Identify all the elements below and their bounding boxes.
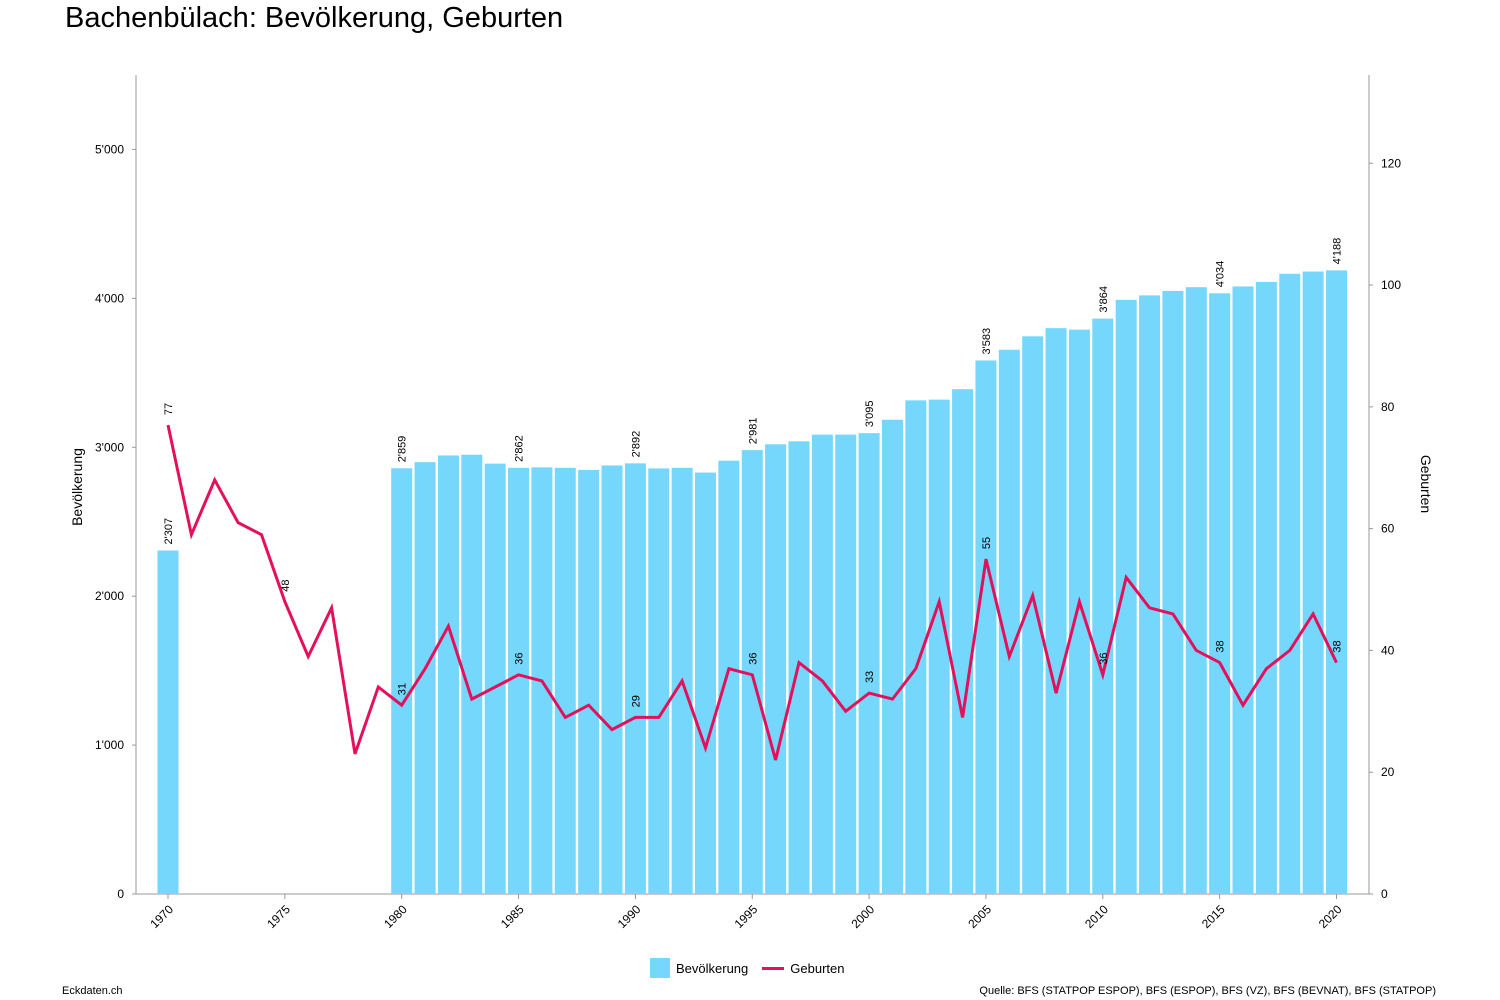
bar-population: [1326, 270, 1347, 894]
line-data-label: 48: [280, 579, 292, 591]
bar-data-label: 4'188: [1332, 238, 1344, 265]
bar-population: [835, 434, 857, 894]
y-right-tick-label: 100: [1381, 278, 1401, 292]
x-tick-label: 1980: [381, 902, 410, 931]
bar-population: [858, 433, 880, 894]
bar-population: [1139, 295, 1161, 894]
bar-data-label: 2'981: [747, 418, 759, 445]
line-data-label: 36: [747, 653, 759, 665]
legend: Bevölkerung Geburten: [650, 958, 844, 978]
bar-data-label: 2'307: [163, 518, 175, 545]
x-tick-label: 2005: [965, 902, 994, 931]
bar-population: [484, 463, 506, 894]
bar-population: [718, 460, 740, 894]
bar-population: [624, 463, 646, 894]
line-data-label: 29: [630, 695, 642, 707]
x-tick-label: 1990: [615, 902, 644, 931]
bar-population: [1022, 336, 1044, 894]
line-data-label: 36: [1098, 653, 1110, 665]
y-left-tick-label: 5'000: [95, 142, 124, 156]
x-tick-label: 1970: [147, 902, 176, 931]
y-right-tick-label: 20: [1381, 765, 1395, 779]
y-right-tick-label: 120: [1381, 156, 1401, 170]
bar-population: [998, 349, 1020, 894]
bar-data-label: 2'862: [514, 435, 526, 462]
chart-title: Bachenbülach: Bevölkerung, Geburten: [65, 2, 564, 34]
y-left-tick-label: 0: [117, 887, 124, 901]
bar-population: [601, 465, 623, 894]
bar-population: [437, 455, 459, 894]
bar-population: [1302, 271, 1324, 894]
bar-population: [1092, 318, 1114, 895]
y-right-tick-label: 60: [1381, 522, 1395, 536]
y-left-tick-label: 4'000: [95, 291, 124, 305]
bar-population: [391, 468, 413, 894]
bar-population: [1115, 299, 1137, 894]
x-tick-label: 2020: [1316, 902, 1345, 931]
bar-population: [881, 419, 903, 894]
line-births: [166, 424, 1338, 761]
bar-population: [554, 467, 576, 894]
y-right-tick-label: 40: [1381, 643, 1395, 657]
line-data-label: 31: [397, 683, 409, 695]
bar-population: [414, 462, 436, 894]
x-tick-label: 1985: [498, 902, 527, 931]
bar-population: [1255, 281, 1277, 894]
bar-population: [508, 467, 530, 894]
bar-population: [1162, 290, 1184, 894]
y-right-tick-label: 80: [1381, 400, 1395, 414]
y-left-tick-label: 1'000: [95, 738, 124, 752]
legend-swatch-population: [650, 958, 670, 978]
x-tick-label: 2000: [848, 902, 877, 931]
bar-population: [928, 399, 950, 894]
bar-population: [905, 400, 927, 894]
bar-population: [1279, 273, 1301, 894]
bar-population: [461, 454, 483, 894]
bar-population: [157, 550, 179, 894]
footer-site: Eckdaten.ch: [62, 985, 123, 997]
bar-population: [1232, 286, 1254, 894]
bar-population: [648, 468, 670, 894]
bar-population: [695, 472, 717, 894]
x-tick-label: 2015: [1199, 902, 1228, 931]
line-data-label: 36: [514, 653, 526, 665]
y-right-tick-label: 0: [1381, 887, 1388, 901]
bar-data-label: 3'864: [1098, 286, 1110, 313]
bar-population: [1185, 287, 1207, 895]
bar-data-label: 2'859: [397, 436, 409, 463]
bar-data-label: 4'034: [1215, 261, 1227, 288]
line-data-label: 33: [864, 671, 876, 683]
bar-data-label: 2'892: [630, 431, 642, 458]
bar-population: [1209, 293, 1231, 894]
y-left-axis-title: Bevölkerung: [69, 448, 85, 526]
y-left-tick-label: 3'000: [95, 440, 124, 454]
line-data-label: 55: [981, 537, 993, 549]
bar-population: [811, 434, 833, 894]
legend-label-births: Geburten: [790, 960, 845, 976]
bar-data-label: 3'095: [864, 401, 876, 428]
x-tick-label: 2010: [1082, 902, 1111, 931]
bar-population: [765, 444, 787, 894]
bar-population: [578, 469, 600, 894]
bar-population: [1068, 329, 1090, 895]
bar-data-label: 3'583: [981, 328, 993, 355]
bar-population: [741, 450, 763, 894]
bar-population: [1045, 328, 1067, 894]
line-data-label: 38: [1215, 640, 1227, 652]
line-data-label: 77: [163, 403, 175, 415]
x-tick-label: 1995: [732, 902, 761, 931]
line-data-label: 38: [1332, 640, 1344, 652]
x-tick-label: 1975: [264, 902, 293, 931]
footer-source: Quelle: BFS (STATPOP ESPOP), BFS (ESPOP)…: [979, 985, 1436, 997]
bar-population: [975, 360, 997, 894]
y-left-tick-label: 2'000: [95, 589, 124, 603]
y-right-axis-title: Geburten: [1418, 455, 1434, 513]
bar-population: [952, 389, 974, 894]
legend-label-population: Bevölkerung: [676, 960, 749, 976]
legend-swatch-births: [762, 966, 785, 970]
